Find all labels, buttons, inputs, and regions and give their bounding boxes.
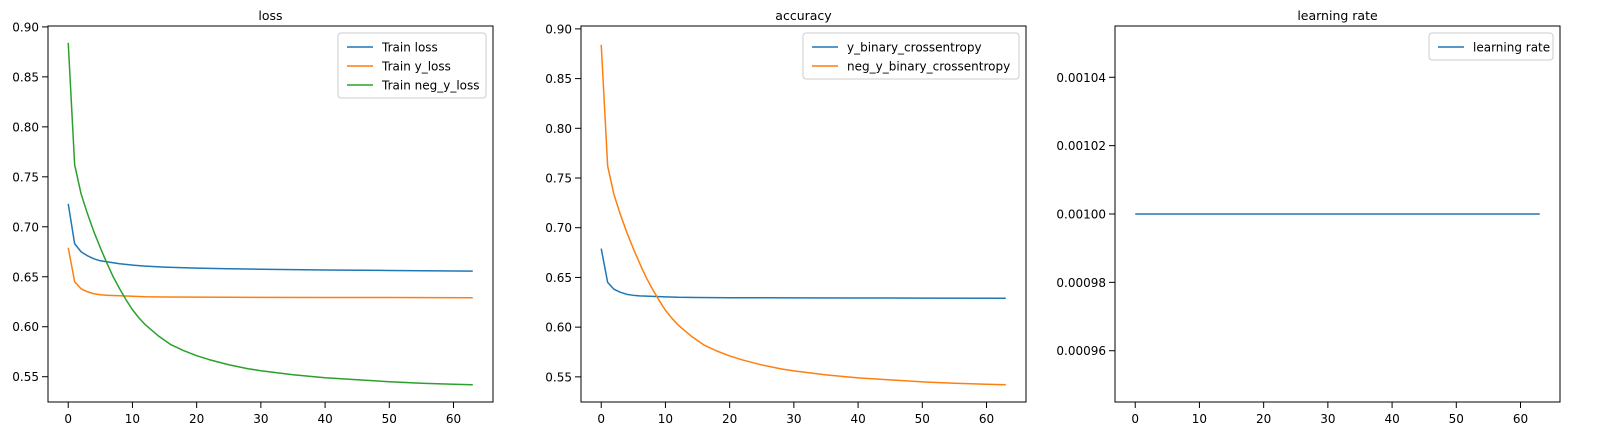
legend: y_binary_crossentropy neg_y_binary_crosse…: [802, 32, 1020, 80]
legend-label: Train neg_y_loss: [381, 79, 480, 93]
series-line-0: [600, 248, 1006, 300]
y-tick-label: 0.70: [545, 221, 572, 235]
x-tick-label: 40: [1384, 412, 1399, 426]
y-tick-label: 0.00100: [1056, 208, 1106, 222]
legend-label: Train loss: [381, 41, 438, 55]
axes-frame: [580, 25, 1027, 403]
x-tick-label: 30: [1320, 412, 1335, 426]
y-tick-label: 0.00096: [1056, 344, 1106, 358]
x-tick-label: 20: [189, 412, 204, 426]
y-tick-label: 0.75: [545, 172, 572, 186]
axes-frame: [47, 25, 494, 403]
x-tick-label: 30: [786, 412, 801, 426]
x-tick-label: 50: [382, 412, 397, 426]
y-tick-label: 0.65: [12, 270, 39, 284]
chart-panel-0: loss 0 10 20 30 40 50 60 0.55 0.60 0.65 0.70 0.75 0.8…: [12, 8, 494, 426]
y-tick-label: 0.00104: [1056, 71, 1106, 85]
chart-panel-2: learning rate 0 10 20 30 40 50 60 0.00096 0.00098…: [1056, 8, 1561, 426]
y-tick-label: 0.55: [545, 370, 572, 384]
y-tick-label: 0.85: [12, 70, 39, 84]
legend-label: y_binary_crossentropy: [847, 41, 982, 55]
y-tick-label: 0.70: [12, 220, 39, 234]
chart-panel-1: accuracy 0 10 20 30 40 50 60 0.55 0.60 0.65 0.70 0.7…: [545, 8, 1027, 426]
x-tick-label: 30: [253, 412, 268, 426]
legend-box: [337, 32, 487, 99]
legend-box: [802, 32, 1020, 80]
legend: Train loss Train y_loss Train neg_y_loss: [337, 32, 487, 99]
x-tick-label: 60: [979, 412, 994, 426]
x-tick-label: 10: [1192, 412, 1207, 426]
y-tick-label: 0.80: [545, 122, 572, 136]
chart-title: loss: [258, 8, 282, 23]
y-tick-label: 0.90: [545, 22, 572, 36]
x-tick-label: 10: [125, 412, 140, 426]
x-tick-label: 40: [317, 412, 332, 426]
y-tick-label: 0.75: [12, 170, 39, 184]
y-tick-label: 0.80: [12, 120, 39, 134]
legend-label: learning rate: [1473, 41, 1550, 55]
series-line-1: [67, 247, 473, 299]
x-tick-label: 20: [722, 412, 737, 426]
x-tick-label: 10: [658, 412, 673, 426]
series-line-0: [67, 203, 473, 272]
y-tick-label: 0.55: [12, 370, 39, 384]
x-tick-label: 20: [1256, 412, 1271, 426]
legend-box: [1428, 32, 1554, 61]
y-tick-label: 0.60: [545, 321, 572, 335]
chart-title: learning rate: [1297, 8, 1378, 23]
y-tick-label: 0.90: [12, 20, 39, 34]
x-tick-label: 60: [1513, 412, 1528, 426]
series-line-1: [600, 44, 1006, 386]
y-tick-label: 0.85: [545, 72, 572, 86]
x-tick-label: 50: [1449, 412, 1464, 426]
series-line-2: [67, 42, 473, 386]
legend-label: Train y_loss: [381, 60, 451, 74]
x-tick-label: 60: [446, 412, 461, 426]
y-tick-label: 0.60: [12, 320, 39, 334]
x-tick-label: 0: [597, 412, 605, 426]
y-tick-label: 0.00098: [1056, 276, 1106, 290]
x-tick-label: 50: [915, 412, 930, 426]
y-tick-label: 0.65: [545, 271, 572, 285]
x-tick-label: 0: [64, 412, 72, 426]
x-tick-label: 0: [1131, 412, 1139, 426]
legend: learning rate: [1428, 32, 1554, 61]
y-tick-label: 0.00102: [1056, 139, 1106, 153]
legend-label: neg_y_binary_crossentropy: [847, 60, 1010, 74]
chart-title: accuracy: [775, 8, 832, 23]
x-tick-label: 40: [850, 412, 865, 426]
